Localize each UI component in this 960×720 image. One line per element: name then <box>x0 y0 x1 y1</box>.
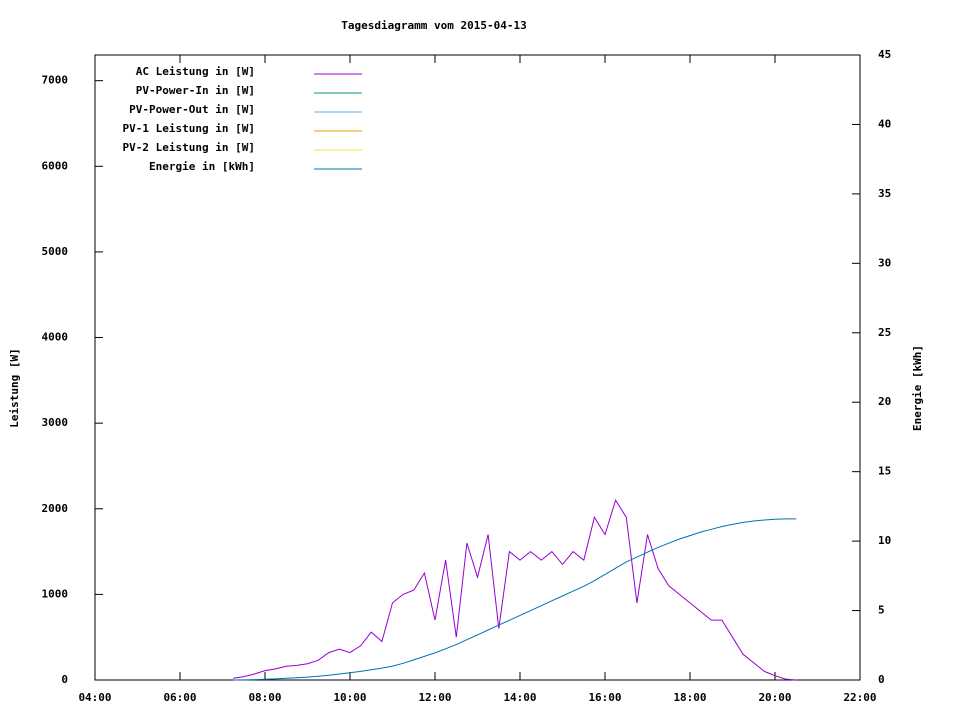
x-tick-label: 20:00 <box>758 691 791 704</box>
y2-tick-label: 15 <box>878 465 891 478</box>
x-tick-label: 18:00 <box>673 691 706 704</box>
y2-axis-label: Energie [kWh] <box>911 345 924 431</box>
x-tick-label: 22:00 <box>843 691 876 704</box>
y2-tick-label: 20 <box>878 395 891 408</box>
legend-label: PV-Power-Out in [W] <box>129 103 255 116</box>
x-tick-label: 10:00 <box>333 691 366 704</box>
data-line <box>233 518 797 681</box>
y2-tick-label: 45 <box>878 48 891 61</box>
plot-frame <box>94 54 861 681</box>
data-line <box>233 499 797 681</box>
y-tick-label: 3000 <box>42 416 69 429</box>
y2-tick-label: 40 <box>878 117 891 130</box>
y-tick-label: 4000 <box>42 331 69 344</box>
y2-tick-label: 5 <box>878 604 885 617</box>
y-tick-label: 5000 <box>42 245 69 258</box>
y2-tick-label: 25 <box>878 326 891 339</box>
chart-title: Tagesdiagramm vom 2015-04-13 <box>341 19 526 32</box>
x-tick-label: 08:00 <box>248 691 281 704</box>
y2-tick-label: 30 <box>878 256 891 269</box>
y-tick-label: 6000 <box>42 159 69 172</box>
legend-label: AC Leistung in [W] <box>136 65 255 78</box>
y-axis-label: Leistung [W] <box>8 348 21 427</box>
x-tick-label: 14:00 <box>503 691 536 704</box>
y2-tick-label: 35 <box>878 187 891 200</box>
y-tick-label: 0 <box>61 673 68 686</box>
y2-tick-label: 0 <box>878 673 885 686</box>
y-tick-label: 7000 <box>42 74 69 87</box>
x-tick-label: 04:00 <box>78 691 111 704</box>
legend-label: PV-2 Leistung in [W] <box>123 141 255 154</box>
y2-tick-label: 10 <box>878 534 891 547</box>
x-tick-label: 06:00 <box>163 691 196 704</box>
legend-label: PV-1 Leistung in [W] <box>123 122 255 135</box>
legend-label: Energie in [kWh] <box>149 160 255 173</box>
y-tick-label: 1000 <box>42 587 69 600</box>
x-tick-label: 12:00 <box>418 691 451 704</box>
x-tick-label: 16:00 <box>588 691 621 704</box>
y-tick-label: 2000 <box>42 502 69 515</box>
legend-label: PV-Power-In in [W] <box>136 84 255 97</box>
